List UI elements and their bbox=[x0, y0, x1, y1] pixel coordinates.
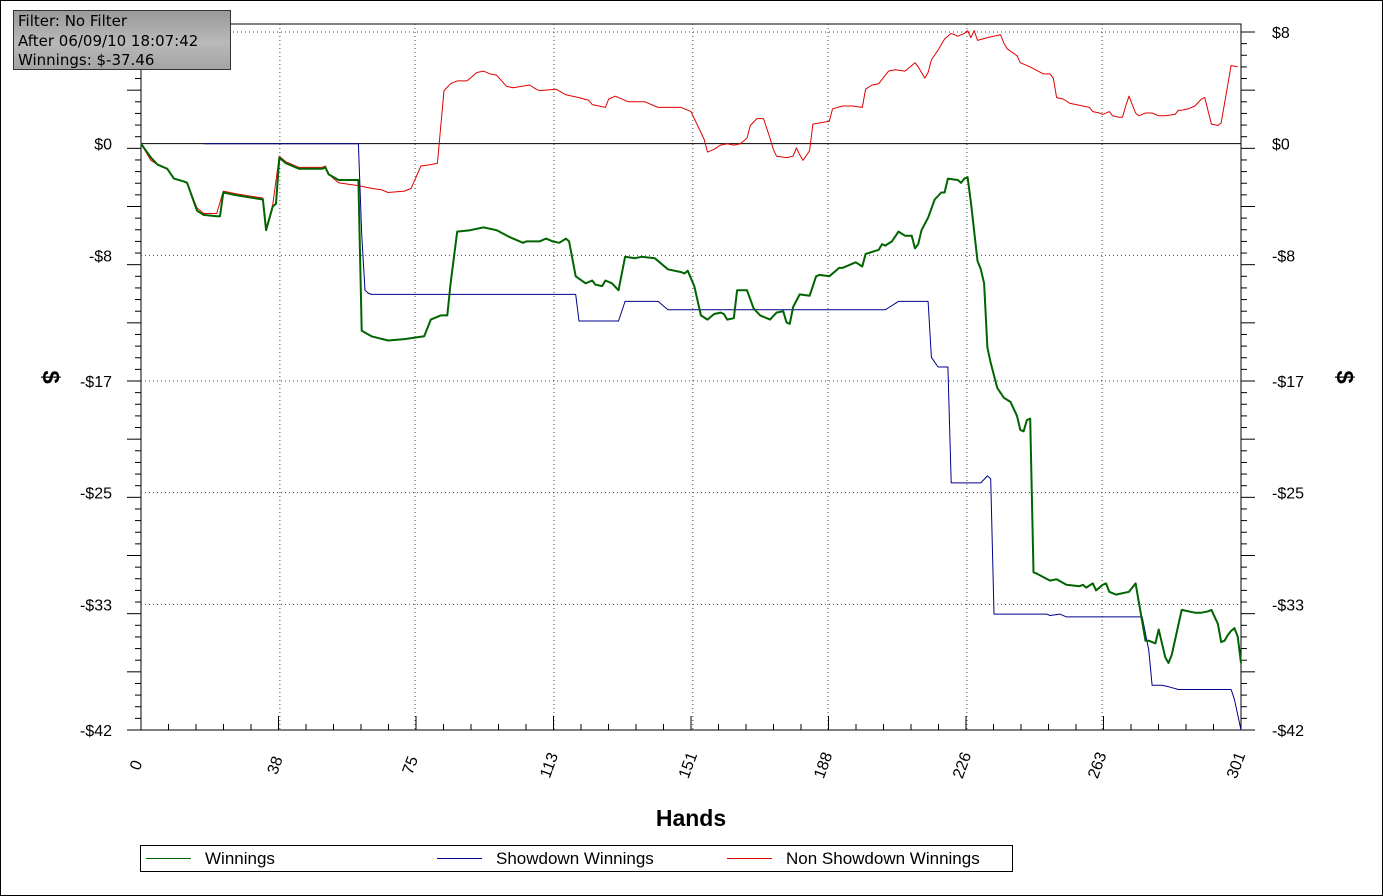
y-tick-label-right: -$8 bbox=[1272, 248, 1295, 265]
x-tick-label: 263 bbox=[1085, 750, 1110, 781]
y-tick-label-left: -$25 bbox=[80, 486, 112, 503]
x-tick-label: 188 bbox=[811, 750, 836, 781]
y-tick-label-right: -$42 bbox=[1272, 723, 1304, 740]
legend-label: Winnings bbox=[205, 848, 275, 868]
series-line-non-showdown-winnings bbox=[140, 30, 1238, 230]
x-tick-label: 38 bbox=[265, 754, 287, 777]
info-box: Filter: No Filter After 06/09/10 18:07:4… bbox=[13, 10, 231, 70]
info-filter: Filter: No Filter bbox=[18, 12, 128, 30]
x-tick-label: 226 bbox=[950, 750, 975, 781]
info-after: After 06/09/10 18:07:42 bbox=[18, 31, 199, 50]
legend-item-winnings: Winnings bbox=[146, 846, 275, 871]
y-tick-label-left: -$33 bbox=[80, 597, 112, 614]
y-tick-label-right: -$33 bbox=[1272, 597, 1304, 614]
x-tick-label: 301 bbox=[1224, 750, 1249, 781]
y-tick-label-left: $0 bbox=[94, 137, 112, 154]
y-tick-label-left: -$8 bbox=[89, 248, 112, 265]
chart-legend: Winnings Showdown Winnings Non Showdown … bbox=[140, 845, 1013, 872]
x-tick-label: 0 bbox=[127, 758, 146, 772]
legend-swatch-showdown bbox=[437, 858, 482, 859]
y-tick-label-right: $0 bbox=[1272, 137, 1290, 154]
series-line-winnings bbox=[140, 143, 1242, 664]
legend-item-showdown: Showdown Winnings bbox=[437, 846, 654, 871]
y-axis-title-right: $ bbox=[1331, 370, 1358, 384]
x-tick-label: 151 bbox=[676, 750, 701, 781]
y-tick-label-left: -$42 bbox=[80, 723, 112, 740]
info-winnings: Winnings: $-37.46 bbox=[18, 51, 155, 69]
legend-swatch-non-showdown bbox=[727, 858, 772, 859]
x-tick-label: 75 bbox=[400, 754, 422, 777]
y-tick-label-left: -$17 bbox=[80, 374, 112, 391]
y-axis-title-left: $ bbox=[37, 370, 64, 384]
legend-swatch-winnings bbox=[146, 858, 191, 859]
y-tick-label-right: -$25 bbox=[1272, 486, 1304, 503]
series-line-showdown-winnings bbox=[203, 143, 1242, 731]
legend-label: Non Showdown Winnings bbox=[786, 848, 980, 868]
x-tick-label: 113 bbox=[537, 750, 562, 780]
legend-label: Showdown Winnings bbox=[496, 848, 654, 868]
legend-item-non-showdown: Non Showdown Winnings bbox=[727, 846, 980, 871]
y-tick-label-right: -$17 bbox=[1272, 374, 1304, 391]
y-tick-label-right: $8 bbox=[1272, 25, 1290, 42]
x-axis-title: Hands bbox=[656, 805, 726, 831]
plot-area bbox=[140, 23, 1242, 731]
